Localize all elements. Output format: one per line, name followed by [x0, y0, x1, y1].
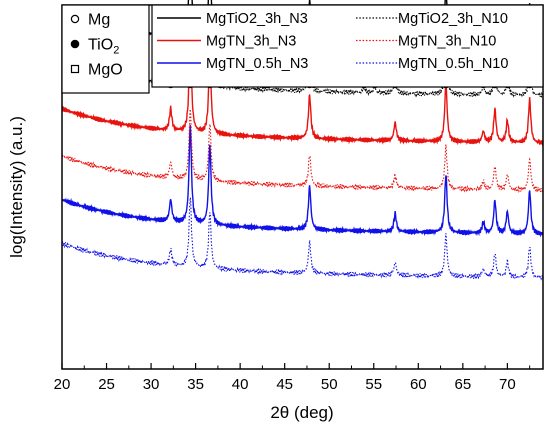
x-tick-label: 30 — [143, 376, 160, 393]
phase-legend-label: TiO2 — [88, 37, 119, 57]
x-tick-label: 70 — [499, 376, 516, 393]
square-legend-symbol — [70, 64, 80, 74]
phase-legend-label: Mg — [88, 12, 110, 29]
y-axis-label: log(Intensity) (a.u.) — [7, 116, 26, 258]
x-tick-label: 45 — [276, 376, 293, 393]
x-tick-label: 35 — [187, 376, 204, 393]
legend-entry-MgTN_0.5h_N10: MgTN_0.5h_N10 — [398, 56, 508, 72]
filled-circle-legend-symbol — [70, 39, 80, 49]
legend-entry-MgTiO2_3h_N10: MgTiO2_3h_N10 — [398, 11, 508, 27]
phase-legend-label: MgO — [88, 62, 123, 79]
circle-legend-symbol — [70, 14, 80, 24]
series-curve-MgTN_3h_N10 — [61, 109, 544, 193]
legend-entry-MgTN_3h_N10: MgTN_3h_N10 — [398, 34, 496, 50]
x-tick-label: 55 — [365, 376, 382, 393]
x-tick-label: 20 — [54, 376, 71, 393]
legend-entry-MgTN_3h_N3: MgTN_3h_N3 — [206, 34, 296, 50]
series-legend-box — [151, 4, 544, 88]
series-curve-MgTN_3h_N3 — [61, 31, 544, 148]
series-curve-MgTN_0.5h_N10 — [61, 197, 544, 281]
x-axis-label: 2θ (deg) — [270, 403, 333, 422]
x-tick-label: 25 — [98, 376, 115, 393]
legend-entry-MgTiO2_3h_N3: MgTiO2_3h_N3 — [206, 11, 308, 27]
series-curve-MgTN_0.5h_N3 — [61, 125, 544, 238]
x-tick-label: 40 — [232, 376, 249, 393]
phase-legend: Mg TiO2 MgO — [61, 4, 150, 94]
x-tick-label: 65 — [454, 376, 471, 393]
x-axis-ticks: 20 25 30 35 40 45 50 55 60 65 70 — [54, 363, 531, 393]
x-tick-label: 60 — [410, 376, 427, 393]
x-tick-label: 50 — [321, 376, 338, 393]
legend-entry-MgTN_0.5h_N3: MgTN_0.5h_N3 — [206, 56, 308, 72]
series-legend: MgTiO2_3h_N3 MgTN_3h_N3 MgTN_0.5h_N3 MgTiO2… — [151, 4, 544, 88]
